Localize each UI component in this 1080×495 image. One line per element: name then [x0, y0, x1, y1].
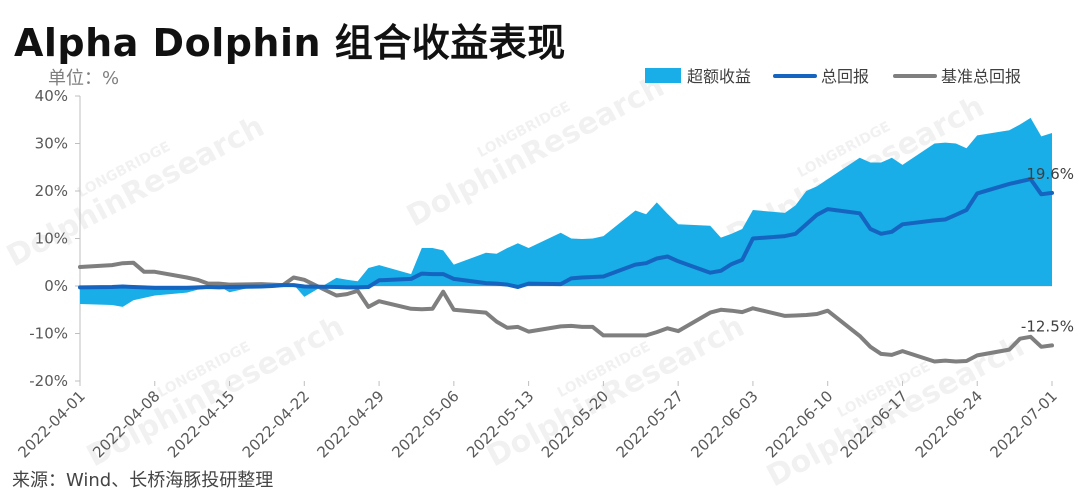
y-tick-label: 40% — [35, 87, 68, 105]
source-note: 来源：Wind、长桥海豚投研整理 — [12, 470, 274, 491]
x-tick-label: 2022-05-06 — [388, 387, 462, 461]
y-tick-label: 0% — [44, 277, 68, 295]
y-tick-label: 10% — [35, 230, 68, 248]
legend-label: 基准总回报 — [941, 67, 1021, 86]
legend: 超额收益 总回报 基准总回报 — [645, 67, 1021, 86]
excess-return-area — [80, 117, 1052, 307]
x-tick-label: 2022-06-03 — [687, 387, 761, 461]
x-tick-label: 2022-04-22 — [239, 387, 313, 461]
x-tick-label: 2022-07-01 — [986, 387, 1060, 461]
benchmark-return-line — [78, 260, 1054, 364]
y-tick-label: -20% — [29, 372, 68, 390]
data-label-0: 19.6% — [1026, 165, 1074, 183]
watermark-line2: DolphinResearch — [401, 69, 670, 234]
data-label-1: -12.5% — [1021, 317, 1074, 335]
y-tick-label: 30% — [35, 135, 68, 153]
chart-title: Alpha Dolphin 组合收益表现 — [14, 21, 566, 65]
y-tick-label: -10% — [29, 325, 68, 343]
legend-swatch-excess — [645, 68, 681, 83]
watermark-line2: DolphinResearch — [81, 309, 350, 474]
x-tick-label: 2022-04-29 — [314, 387, 388, 461]
x-tick-label: 2022-04-01 — [14, 387, 88, 461]
unit-label: 单位：% — [48, 68, 120, 89]
total-return-line — [78, 177, 1054, 290]
legend-label: 超额收益 — [687, 67, 751, 86]
y-tick-label: 20% — [35, 182, 68, 200]
legend-label: 总回报 — [821, 67, 869, 86]
